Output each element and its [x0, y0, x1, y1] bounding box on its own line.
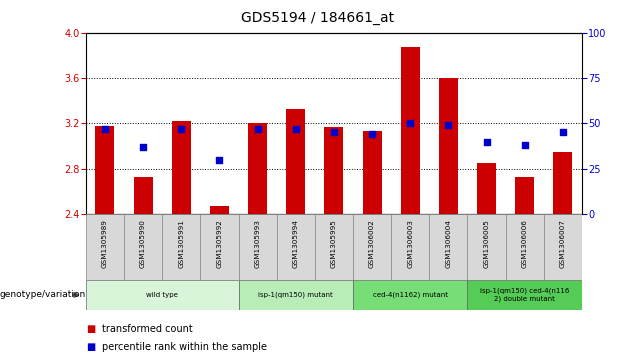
- Bar: [238, 280, 353, 310]
- Text: GSM1306002: GSM1306002: [369, 219, 375, 268]
- Text: isp-1(qm150) mutant: isp-1(qm150) mutant: [258, 292, 333, 298]
- Bar: [124, 214, 162, 280]
- Text: ced-4(n1162) mutant: ced-4(n1162) mutant: [373, 292, 448, 298]
- Bar: [544, 214, 582, 280]
- Text: ■: ■: [86, 342, 95, 352]
- Bar: [248, 123, 267, 214]
- Text: percentile rank within the sample: percentile rank within the sample: [102, 342, 266, 352]
- Text: ■: ■: [86, 323, 95, 334]
- Text: GSM1306004: GSM1306004: [445, 219, 452, 268]
- Text: GSM1306006: GSM1306006: [522, 219, 528, 268]
- Text: GSM1305991: GSM1305991: [178, 219, 184, 268]
- Point: [329, 130, 339, 135]
- Text: wild type: wild type: [146, 292, 178, 298]
- Bar: [134, 177, 153, 214]
- Text: genotype/variation: genotype/variation: [0, 290, 86, 299]
- Point: [367, 131, 377, 137]
- Bar: [162, 214, 200, 280]
- Text: GSM1305990: GSM1305990: [140, 219, 146, 268]
- Bar: [86, 214, 124, 280]
- Bar: [353, 214, 391, 280]
- Point: [405, 121, 415, 126]
- Bar: [439, 78, 458, 214]
- Bar: [401, 48, 420, 214]
- Text: transformed count: transformed count: [102, 323, 193, 334]
- Bar: [467, 280, 582, 310]
- Bar: [353, 280, 467, 310]
- Point: [176, 126, 186, 132]
- Point: [443, 122, 453, 128]
- Point: [214, 157, 225, 163]
- Text: GSM1305993: GSM1305993: [254, 219, 261, 268]
- Bar: [467, 214, 506, 280]
- Bar: [200, 214, 238, 280]
- Point: [481, 139, 492, 144]
- Bar: [95, 126, 114, 214]
- Point: [520, 142, 530, 148]
- Bar: [391, 214, 429, 280]
- Bar: [210, 206, 229, 214]
- Point: [291, 126, 301, 132]
- Point: [138, 144, 148, 150]
- Bar: [277, 214, 315, 280]
- Text: isp-1(qm150) ced-4(n116
2) double mutant: isp-1(qm150) ced-4(n116 2) double mutant: [480, 288, 569, 302]
- Bar: [324, 127, 343, 214]
- Bar: [515, 177, 534, 214]
- Bar: [553, 152, 572, 214]
- Point: [558, 130, 568, 135]
- Text: GSM1305995: GSM1305995: [331, 219, 337, 268]
- Text: GSM1306005: GSM1306005: [483, 219, 490, 268]
- Point: [252, 126, 263, 132]
- Bar: [172, 121, 191, 214]
- Bar: [86, 280, 238, 310]
- Text: GSM1305994: GSM1305994: [293, 219, 299, 268]
- Text: GSM1306003: GSM1306003: [407, 219, 413, 268]
- Bar: [238, 214, 277, 280]
- Text: GDS5194 / 184661_at: GDS5194 / 184661_at: [242, 11, 394, 25]
- Bar: [363, 131, 382, 214]
- Text: GSM1305989: GSM1305989: [102, 219, 108, 268]
- Bar: [429, 214, 467, 280]
- Text: GSM1306007: GSM1306007: [560, 219, 566, 268]
- Bar: [286, 109, 305, 214]
- Bar: [315, 214, 353, 280]
- Bar: [477, 163, 496, 214]
- Bar: [506, 214, 544, 280]
- Text: GSM1305992: GSM1305992: [216, 219, 223, 268]
- Point: [100, 126, 110, 132]
